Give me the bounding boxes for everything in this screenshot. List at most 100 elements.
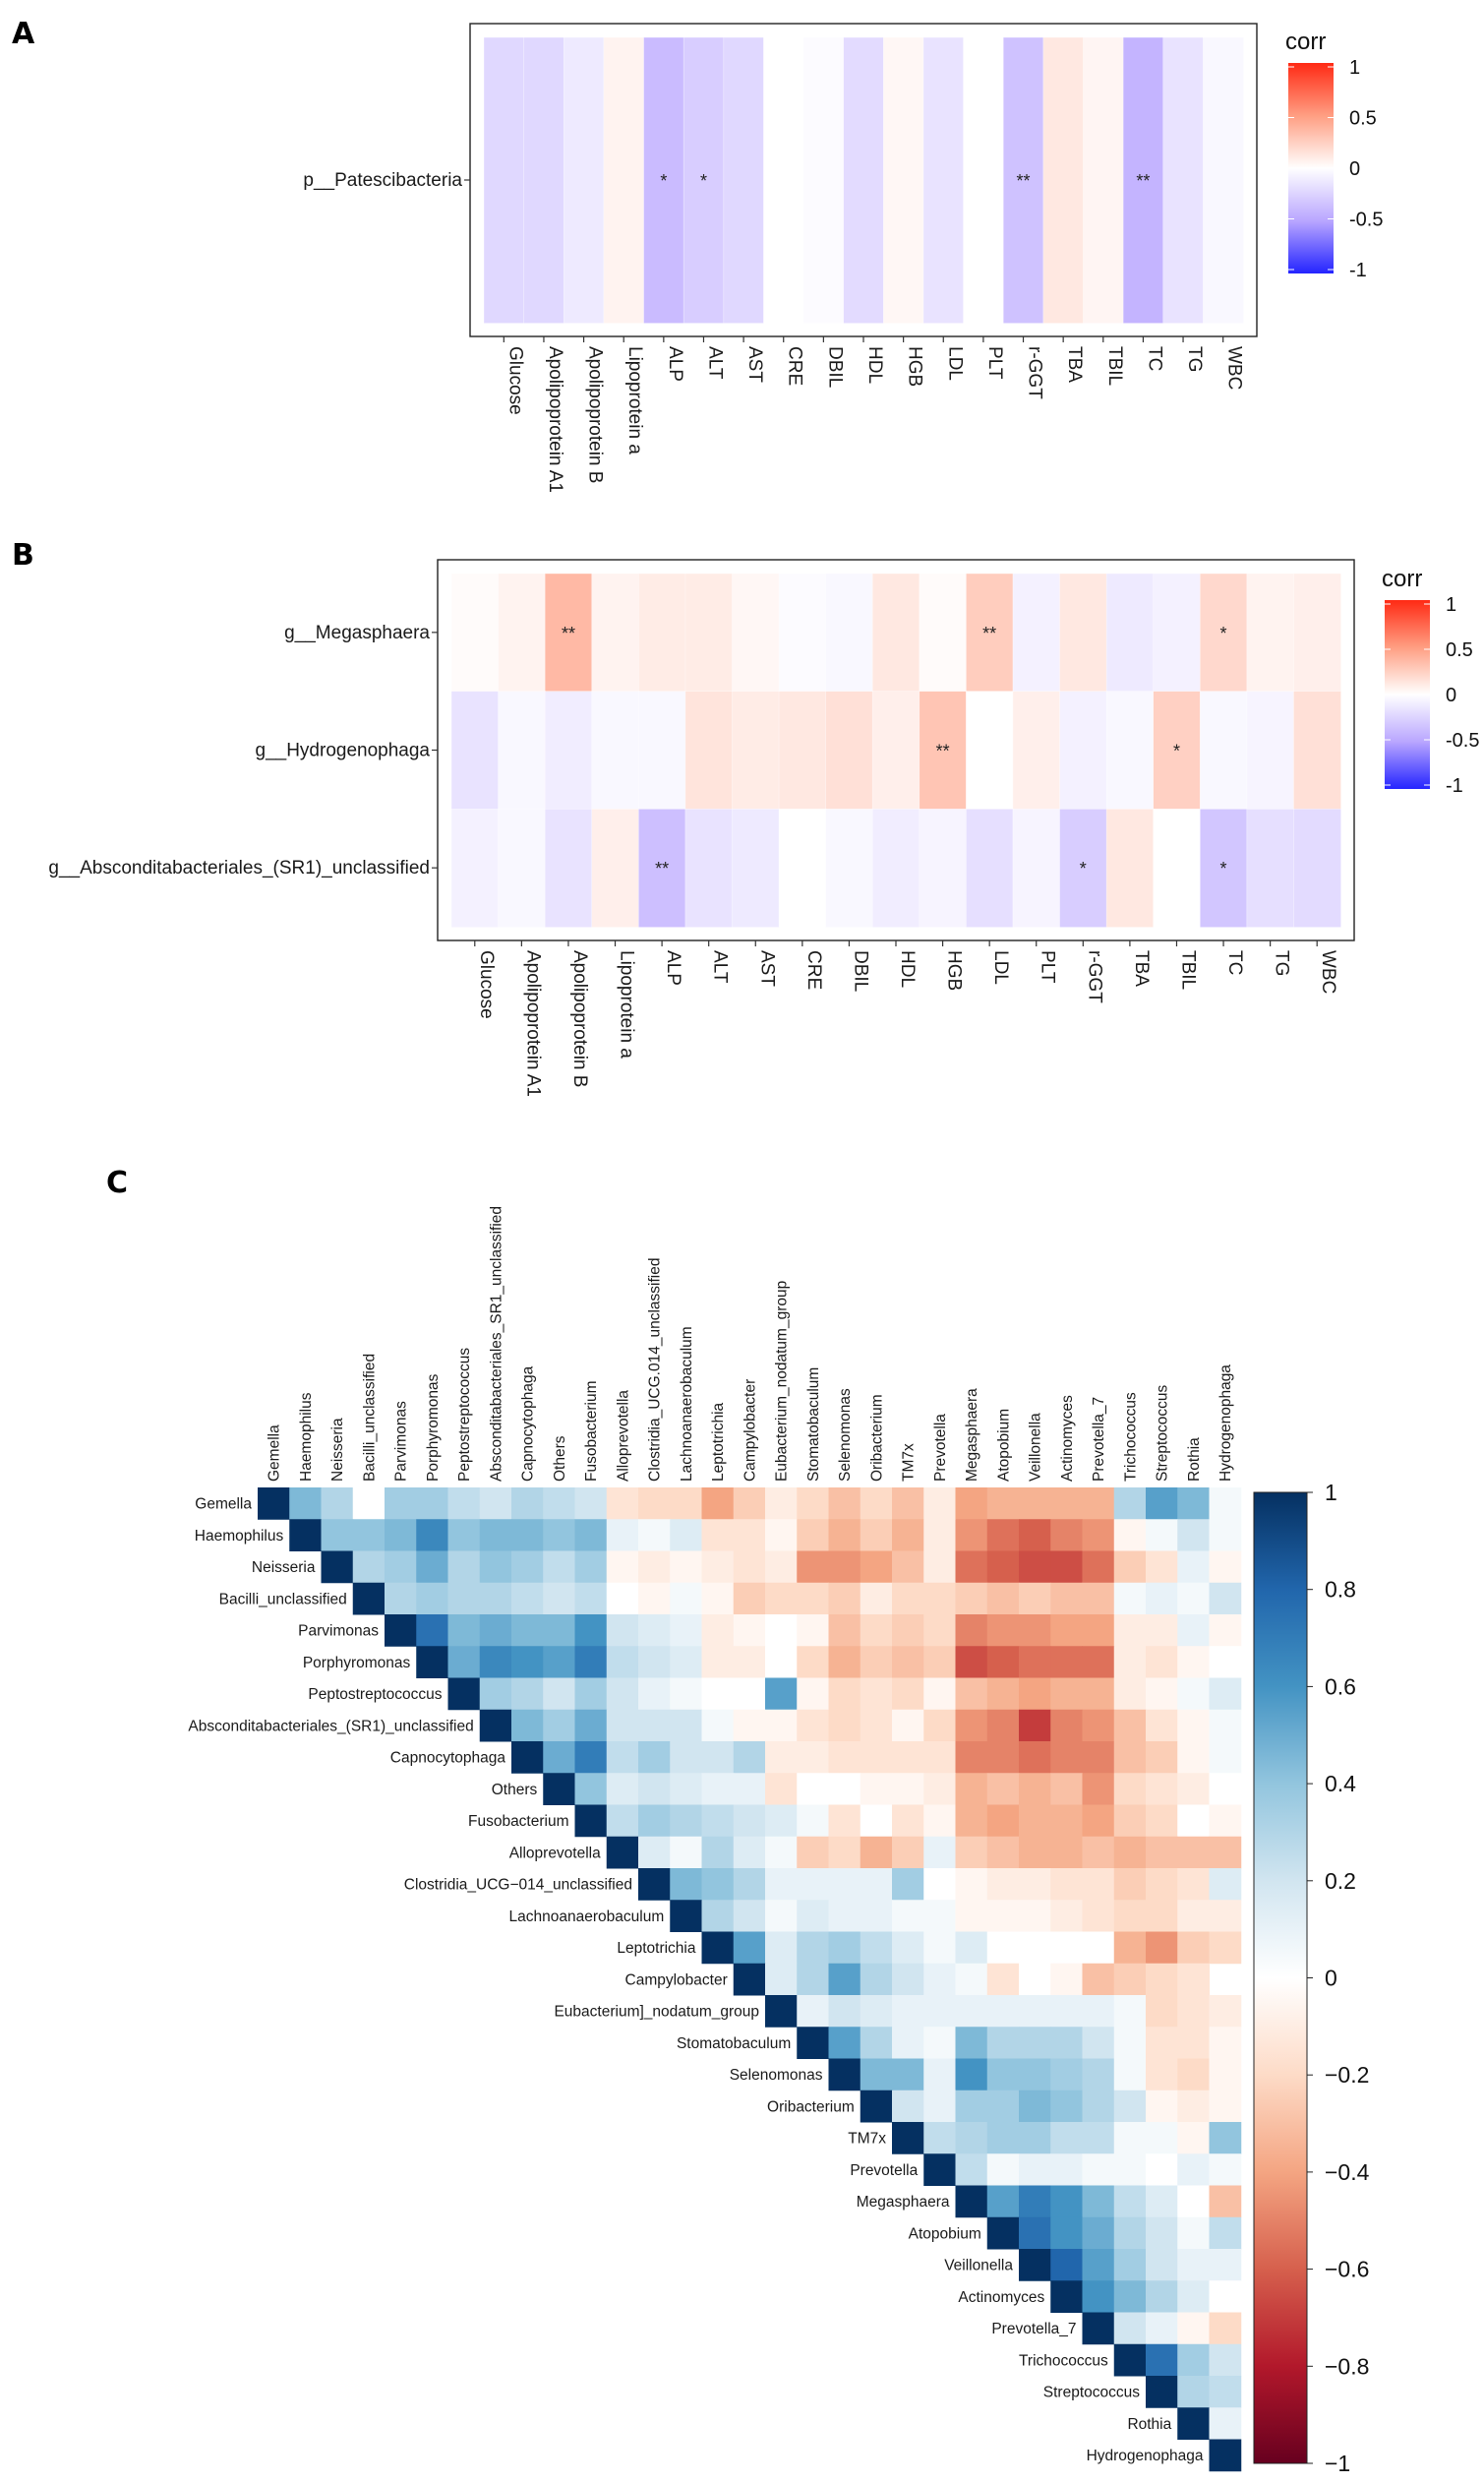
panel-c-cell: [1113, 1677, 1147, 1711]
panel-c-cell: [1082, 1582, 1115, 1615]
panel-c-cell: [321, 1519, 354, 1551]
panel-c-cell: [1082, 1709, 1115, 1742]
panel-c-cell: [923, 1677, 956, 1711]
panel-c-cell: [1177, 1582, 1210, 1615]
panel-b-cell: [450, 691, 500, 811]
panel-c-row-label: Gemella: [195, 1496, 252, 1513]
panel-c-cell: [923, 1550, 956, 1584]
panel-b-cell: [498, 573, 547, 693]
panel-c-cell: [1050, 2058, 1083, 2091]
panel-a-cell: [1162, 36, 1205, 324]
panel-c-cell: [1177, 2090, 1210, 2123]
panel-c-cell: [385, 1487, 417, 1520]
panel-c-cell: [638, 1677, 671, 1711]
panel-c-cell: [638, 1614, 671, 1647]
panel-c-cell: [701, 1868, 735, 1901]
panel-c-cell: [986, 1804, 1020, 1838]
panel-b-cell: [1199, 691, 1248, 811]
panel-c-cell: [828, 1900, 861, 1932]
panel-c-cell: [765, 1804, 798, 1838]
panel-label-a: A: [12, 17, 35, 51]
panel-a-col-label: ALT: [704, 346, 725, 380]
panel-b-col-label: LDL: [990, 950, 1011, 985]
panel-c-cell: [1082, 1646, 1115, 1678]
panel-c-cell: [1177, 1931, 1210, 1965]
panel-c-cell: [511, 1550, 544, 1584]
panel-c-cell: [892, 1995, 924, 2028]
panel-c-cell: [638, 1519, 671, 1551]
panel-c-cell: [638, 1709, 671, 1742]
panel-c-cell: [797, 1868, 829, 1901]
panel-c-cell: [543, 1582, 575, 1615]
panel-c-cell: [1177, 2280, 1210, 2313]
panel-c-cell: [986, 1773, 1020, 1805]
panel-c-cell: [1177, 2185, 1210, 2218]
panel-c-cell: [1050, 2153, 1083, 2186]
panel-c-cell: [955, 1677, 988, 1711]
panel-c-cell: [1113, 2027, 1147, 2059]
panel-c-cell: [1146, 2216, 1178, 2250]
panel-c-cell: [828, 1582, 861, 1615]
panel-b-cell: [1105, 573, 1155, 693]
panel-a-col-label: TC: [1144, 346, 1164, 371]
panel-c-cell: [701, 1709, 735, 1742]
panel-c-cell: [1050, 1836, 1083, 1869]
panel-c-cell: [1113, 2153, 1147, 2186]
panel-c-cell: [765, 1614, 798, 1647]
panel-c-col-label: Parvimonas: [393, 1401, 410, 1482]
panel-c-cell: [1082, 1741, 1115, 1774]
panel-c-cell: [892, 2027, 924, 2059]
panel-c-cell: [986, 1487, 1020, 1520]
panel-c-cell: [892, 1550, 924, 1584]
panel-c-cell: [447, 1550, 481, 1584]
panel-c-cell: [670, 1487, 702, 1520]
panel-c-cell: [1209, 2312, 1242, 2345]
panel-c-cell: [1019, 1646, 1051, 1678]
panel-c-cell: [1177, 2058, 1210, 2091]
panel-c-row-label: Lachnoanaerobaculum: [509, 1908, 665, 1925]
panel-c-col-label: Others: [552, 1435, 568, 1482]
panel-c-cell: [1019, 1709, 1051, 1742]
panel-c-cell: [1019, 1773, 1051, 1805]
panel-a-cell: [1042, 36, 1085, 324]
panel-c-cell: [923, 2153, 956, 2186]
panel-c-cell: [1177, 1773, 1210, 1805]
panel-b-cell: [919, 691, 968, 811]
panel-c-cell: [1050, 2122, 1083, 2154]
panel-c-cell: [1019, 2185, 1051, 2218]
panel-c-cell: [1209, 1741, 1242, 1774]
panel-c-cell: [670, 1709, 702, 1742]
panel-b-col-label: HGB: [944, 950, 965, 991]
panel-c-cell: [923, 1646, 956, 1678]
panel-c-cell: [860, 1804, 893, 1838]
panel-c-cell: [892, 2122, 924, 2154]
panel-c-col-label: Clostridia_UCG.014_unclassified: [647, 1258, 664, 1482]
panel-c-cell: [701, 1646, 735, 1678]
panel-c-cell: [385, 1519, 417, 1551]
panel-c-row-label: Eubacterium]_nodatum_group: [554, 2004, 759, 2021]
panel-b-legend-tick-label: -0.5: [1446, 730, 1479, 752]
panel-c-cell: [1113, 2090, 1147, 2123]
panel-c-cell: [765, 1836, 798, 1869]
panel-c-cell: [860, 1677, 893, 1711]
panel-c-legend-tick-label: 1: [1325, 1480, 1337, 1505]
panel-c-cell: [1209, 1868, 1242, 1901]
panel-b-cell: [638, 809, 686, 928]
panel-c-cell: [797, 1582, 829, 1615]
panel-c-cell: [352, 1519, 386, 1551]
panel-c-cell: [1177, 2407, 1210, 2440]
panel-c-cell: [1146, 1963, 1178, 1996]
panel-c-cell: [1113, 1582, 1147, 1615]
panel-c-cell: [892, 2058, 924, 2091]
panel-b-cell: [919, 573, 968, 693]
panel-c-cell: [1019, 1868, 1051, 1901]
panel-c-cell: [1082, 1614, 1115, 1647]
panel-c-cell: [923, 1773, 956, 1805]
panel-c-cell: [892, 1519, 924, 1551]
panel-b-cell: [1012, 809, 1061, 928]
panel-c-cell: [733, 1519, 766, 1551]
panel-c-cell: [385, 1614, 417, 1647]
panel-c-cell: [892, 1582, 924, 1615]
panel-a-cell: [483, 36, 525, 324]
